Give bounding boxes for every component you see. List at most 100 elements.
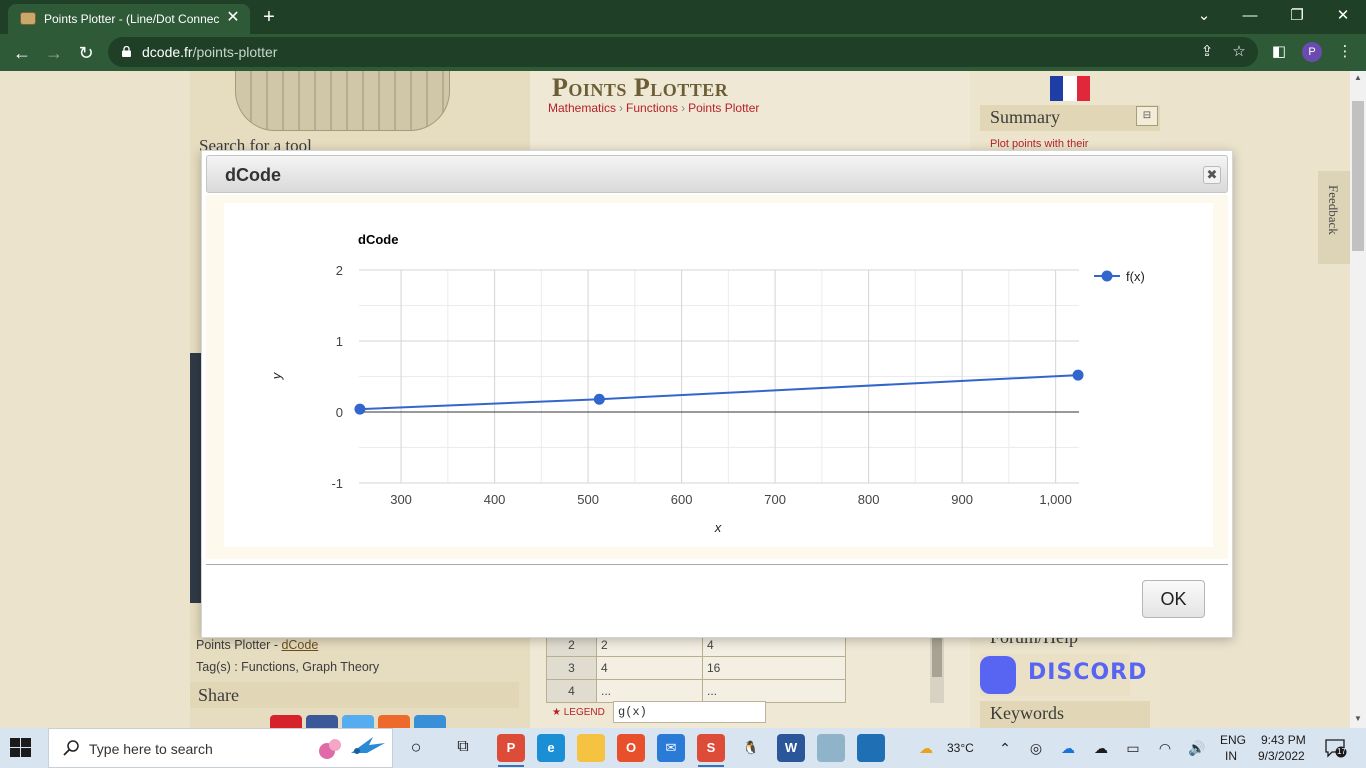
legend-input[interactable]: g(x) <box>613 701 766 723</box>
dialog-close-icon[interactable]: ✖ <box>1203 166 1221 184</box>
language-top[interactable]: ENG <box>1220 733 1247 747</box>
office-icon[interactable]: O <box>617 734 645 762</box>
restore-button[interactable]: ❐ <box>1290 7 1304 24</box>
reddit-icon[interactable] <box>378 715 410 728</box>
weather-temp[interactable]: 33°C <box>947 741 974 755</box>
x-tick-label: 500 <box>577 492 599 507</box>
notification-center-icon[interactable]: 17 <box>1324 738 1348 758</box>
breadcrumb-functions[interactable]: Functions <box>626 101 679 115</box>
tab-search-chevron-icon[interactable]: ⌄ <box>1197 7 1211 24</box>
reload-icon[interactable]: ↻ <box>78 43 94 63</box>
page-scroll-thumb[interactable] <box>1352 101 1364 251</box>
email-icon[interactable] <box>414 715 446 728</box>
windows-start-icon[interactable] <box>10 738 32 758</box>
scroll-down-arrow-icon[interactable]: ▼ <box>1354 714 1362 723</box>
battery-icon[interactable]: ▭ <box>1126 740 1140 756</box>
search-icon <box>63 740 79 756</box>
side-panel-icon[interactable]: ◧ <box>1271 43 1287 60</box>
taskbar-search-box[interactable]: Type here to search <box>48 728 393 768</box>
clock-date[interactable]: 9/3/2022 <box>1258 749 1305 763</box>
summary-header <box>980 105 1160 131</box>
y-axis-label: y <box>269 371 284 380</box>
french-flag-icon[interactable] <box>1050 76 1090 101</box>
chart-dialog: dCode ✖ 300 400 500 600 700 800 900 1,000 -1 0 1 2 d… <box>201 150 1233 638</box>
close-window-button[interactable]: ✕ <box>1336 7 1350 24</box>
share-title: Share <box>198 685 239 705</box>
tray-chevron-up-icon[interactable]: ⌃ <box>999 740 1011 756</box>
breadcrumb-separator: › <box>619 101 624 115</box>
active-app-indicator <box>698 765 724 767</box>
meet-now-icon[interactable]: ◎ <box>1029 740 1043 756</box>
photos-icon[interactable] <box>857 734 885 762</box>
summary-collapse-button[interactable]: ⊟ <box>1136 106 1158 126</box>
credit-link[interactable]: dCode <box>281 638 319 652</box>
credit-prefix: Points Plotter - <box>196 638 282 652</box>
weather-icon[interactable]: ☁ <box>919 740 933 756</box>
keywords-header <box>980 701 1150 728</box>
chrome-profile-p-icon[interactable]: P <box>497 734 525 762</box>
breadcrumb-mathematics[interactable]: Mathematics <box>548 101 617 115</box>
facebook-icon[interactable] <box>306 715 338 728</box>
table-scrollbar[interactable] <box>930 633 944 703</box>
row-index: 3 <box>546 656 597 680</box>
page-scrollbar[interactable]: ▲ ▼ <box>1350 71 1366 728</box>
points-table: 2 2 4 3 4 16 4 ... ... <box>546 633 846 703</box>
page-title: Points Plotter <box>552 73 729 102</box>
address-bar[interactable]: dcode.fr/points-plotter ⇪ ☆ <box>108 37 1258 67</box>
notification-count: 17 <box>1337 747 1346 756</box>
summary-item[interactable]: Plot points with their <box>990 138 1089 150</box>
language-bottom[interactable]: IN <box>1225 749 1237 763</box>
y-tick-label: 1 <box>336 334 343 349</box>
profile-avatar[interactable]: P <box>1302 42 1322 62</box>
wifi-icon[interactable]: ◠ <box>1158 740 1172 756</box>
data-point <box>1072 369 1084 381</box>
file-explorer-icon[interactable] <box>577 734 605 762</box>
share-icon[interactable]: ⇪ <box>1200 43 1214 60</box>
cortana-circle-icon[interactable]: ○ <box>410 737 422 757</box>
breadcrumb-separator: › <box>681 101 686 115</box>
tab-close-button[interactable]: ✕ <box>226 9 240 26</box>
notes-app-icon[interactable] <box>817 734 845 762</box>
dcode-cryptex-logo[interactable] <box>235 71 450 131</box>
kebab-menu-icon[interactable]: ⋮ <box>1337 43 1353 60</box>
x-tick-label: 900 <box>951 492 973 507</box>
browser-toolbar: ← → ↻ dcode.fr/points-plotter ⇪ ☆ ◧ P ⋮ <box>0 34 1366 71</box>
forward-arrow-icon[interactable]: → <box>45 43 63 63</box>
bookmark-star-icon[interactable]: ☆ <box>1232 43 1246 60</box>
task-view-icon[interactable]: ⧉ <box>457 738 469 755</box>
ok-button[interactable]: OK <box>1142 580 1205 618</box>
minimize-button[interactable]: — <box>1242 7 1258 24</box>
clock-time[interactable]: 9:43 PM <box>1261 733 1306 747</box>
scroll-up-arrow-icon[interactable]: ▲ <box>1354 73 1362 82</box>
dialog-content: 300 400 500 600 700 800 900 1,000 -1 0 1 2 dCode x y f(… <box>206 195 1228 559</box>
edge-icon[interactable]: e <box>537 734 565 762</box>
table-scroll-thumb[interactable] <box>932 637 942 677</box>
back-arrow-icon[interactable]: ← <box>13 43 31 63</box>
linux-penguin-icon[interactable]: 🐧 <box>737 734 765 762</box>
y-cell[interactable]: 16 <box>702 656 846 680</box>
start-pane <box>21 738 31 747</box>
speaker-icon[interactable]: 🔊 <box>1188 740 1206 756</box>
keywords-title: Keywords <box>990 703 1064 723</box>
onedrive-personal-icon[interactable]: ☁ <box>1094 740 1108 756</box>
mail-icon[interactable]: ✉ <box>657 734 685 762</box>
onedrive-icon[interactable]: ☁ <box>1061 740 1075 756</box>
dialog-title: dCode <box>225 165 281 185</box>
twitter-icon[interactable] <box>342 715 374 728</box>
discord-link[interactable]: DISCORD <box>980 654 1146 696</box>
active-app-indicator <box>498 765 524 767</box>
chrome-profile-s-icon[interactable]: S <box>697 734 725 762</box>
x-cell[interactable]: ... <box>596 679 703 703</box>
new-tab-button[interactable]: + <box>263 6 275 28</box>
x-cell[interactable]: 4 <box>596 656 703 680</box>
pinterest-icon[interactable] <box>270 715 302 728</box>
table-row: 3 4 16 <box>546 656 846 680</box>
y-cell[interactable]: ... <box>702 679 846 703</box>
breadcrumb-points-plotter[interactable]: Points Plotter <box>688 101 760 115</box>
feedback-tab[interactable]: Feedback <box>1318 171 1350 264</box>
word-icon[interactable]: W <box>777 734 805 762</box>
chart-area: 300 400 500 600 700 800 900 1,000 -1 0 1 2 dCode x y f(… <box>224 203 1213 547</box>
dialog-header[interactable]: dCode ✖ <box>206 155 1228 193</box>
flag-stripe <box>1050 76 1064 101</box>
browser-tab-active[interactable]: Points Plotter - (Line/Dot Connec ✕ <box>8 4 250 34</box>
